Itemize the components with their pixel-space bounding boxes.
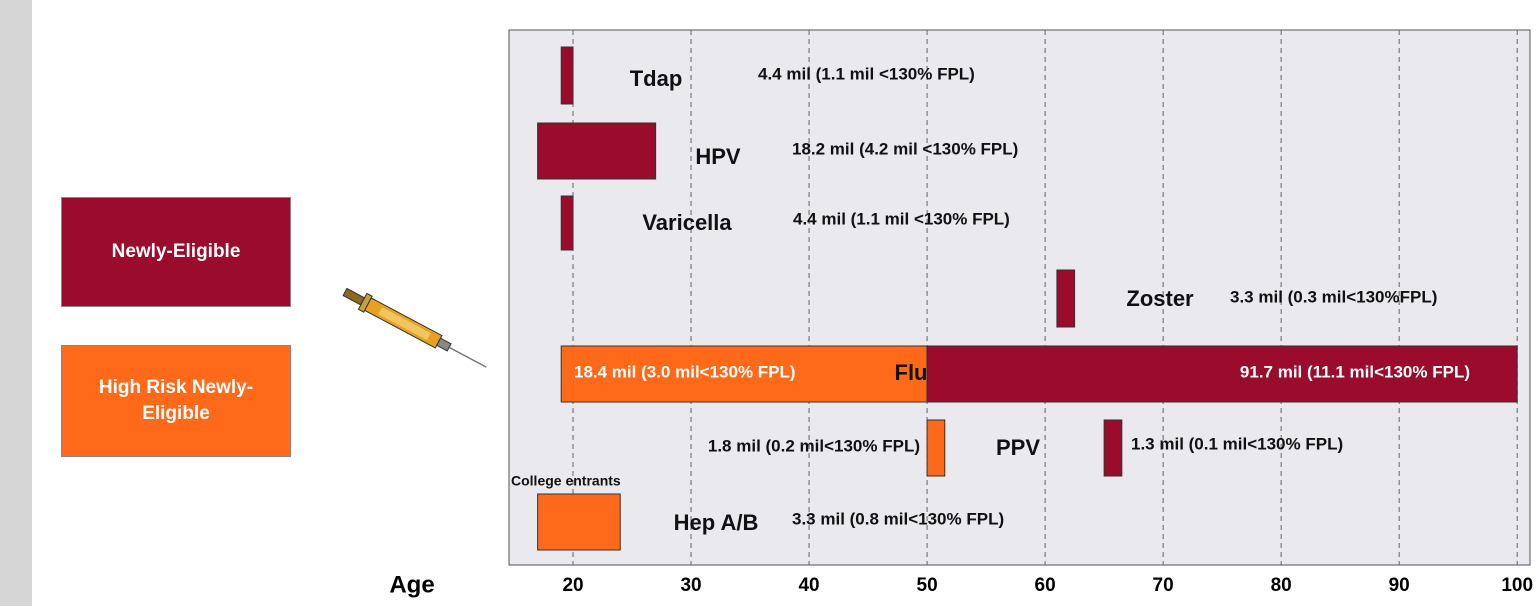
x-tick-label: 30	[680, 575, 701, 596]
note: College entrants	[511, 473, 621, 489]
row-label: Tdap	[630, 66, 683, 91]
x-tick-label: 70	[1153, 575, 1174, 596]
x-tick-label: 90	[1389, 575, 1410, 596]
row-label: Hep A/B	[674, 510, 759, 535]
bar-annotation: 4.4 mil (1.1 mil <130% FPL)	[793, 209, 1010, 228]
chart: Age 20 30 40 50 60 70 80 90 100 4.4 mil (1.1 mil …	[0, 0, 1537, 606]
x-axis-label: Age	[389, 571, 434, 598]
bar	[561, 196, 573, 250]
bar-annotation: 3.3 mil (0.8 mil<130% FPL)	[792, 509, 1004, 528]
bar	[561, 47, 573, 104]
x-tick-label: 40	[798, 575, 819, 596]
bar-annotation: 18.4 mil (3.0 mil<130% FPL)	[574, 362, 796, 381]
syringe-icon	[341, 284, 491, 375]
bar-annotation: 3.3 mil (0.3 mil<130%FPL)	[1230, 287, 1437, 306]
bar-annotation: 91.7 mil (11.1 mil<130% FPL)	[1240, 362, 1470, 381]
bar-annotation: 1.3 mil (0.1 mil<130% FPL)	[1131, 434, 1343, 453]
x-tick-label: 20	[562, 575, 583, 596]
row-label: Flu	[895, 360, 928, 385]
x-tick-label: 60	[1035, 575, 1056, 596]
row-label: Varicella	[642, 210, 732, 235]
row-label: HPV	[695, 144, 741, 169]
bar	[1057, 270, 1075, 327]
bar	[927, 420, 945, 476]
row-label: PPV	[996, 435, 1040, 460]
row-label: Zoster	[1126, 286, 1194, 311]
bar	[538, 123, 656, 179]
x-tick-label: 80	[1271, 575, 1292, 596]
bar	[1104, 420, 1122, 476]
bar	[538, 494, 621, 550]
bar-annotation: 18.2 mil (4.2 mil <130% FPL)	[792, 139, 1018, 158]
x-tick-label: 50	[917, 575, 938, 596]
page: {"chart_data": {"type": "gantt", "x_labe…	[0, 0, 1537, 606]
bar-annotation: 1.8 mil (0.2 mil<130% FPL)	[708, 436, 920, 455]
x-tick-label: 100	[1501, 575, 1533, 596]
bar-annotation: 4.4 mil (1.1 mil <130% FPL)	[758, 64, 975, 83]
